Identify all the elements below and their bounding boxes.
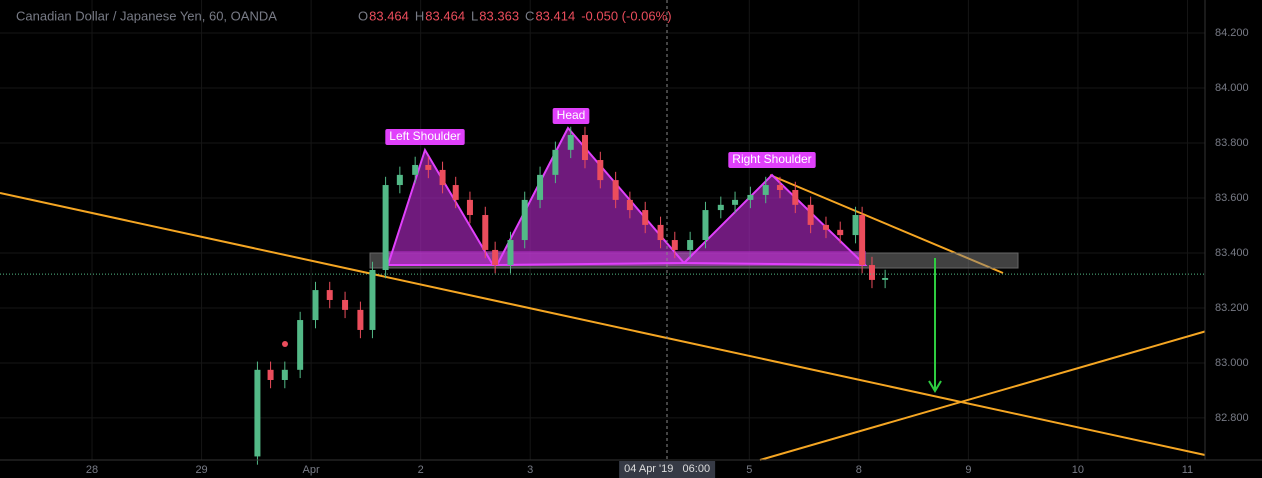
x-tick-label: 3 — [527, 464, 533, 476]
head-shape — [495, 126, 687, 267]
candle-body — [326, 290, 333, 300]
pattern-label-box — [728, 152, 816, 168]
trend-line — [759, 329, 1211, 461]
ohlc-key: L — [471, 8, 478, 23]
candle-body — [521, 199, 528, 241]
candle-body — [482, 215, 489, 250]
candle-body — [792, 189, 799, 205]
pattern-label: Right Shoulder — [732, 152, 811, 166]
symbol-title: Canadian Dollar / Japanese Yen, 60, OAND… — [16, 8, 277, 23]
arrow-head — [928, 380, 942, 393]
ohlc-value: 83.464 — [425, 8, 465, 23]
ohlc-value: 83.363 — [479, 8, 519, 23]
candles — [254, 126, 889, 465]
x-tick-label: 28 — [86, 464, 98, 476]
candle-body — [747, 194, 754, 200]
x-tick-label: 9 — [965, 464, 971, 476]
grid — [0, 0, 1205, 460]
candle-body — [657, 224, 664, 241]
candle-body — [425, 164, 432, 170]
ohlc-key: H — [415, 8, 424, 23]
candle-body — [671, 240, 678, 250]
y-tick-label: 82.800 — [1215, 412, 1249, 424]
candle-body — [859, 215, 866, 266]
x-tick-label: 5 — [746, 464, 752, 476]
pattern-label: Left Shoulder — [389, 129, 460, 143]
candle-body — [702, 210, 709, 241]
candle-body — [776, 185, 783, 190]
candle-body — [626, 199, 633, 211]
candle-body — [567, 135, 574, 150]
candle-body — [412, 164, 419, 175]
x-tick-label: 8 — [856, 464, 862, 476]
candle-body — [612, 180, 619, 200]
ohlc-key: O — [358, 8, 368, 23]
trend-line — [0, 192, 1206, 456]
x-tick-label: Apr — [303, 464, 320, 476]
y-tick-label: 83.800 — [1215, 137, 1249, 149]
candle-body — [297, 320, 304, 370]
y-tick-label: 83.400 — [1215, 247, 1249, 259]
pattern-label-box — [552, 108, 590, 124]
candle-body — [717, 204, 724, 211]
price-axis — [1205, 0, 1262, 478]
drawings — [0, 0, 1211, 461]
ohlc-key: C — [525, 8, 534, 23]
candle-body — [552, 149, 559, 175]
candle-body — [537, 174, 544, 200]
y-tick-label: 84.000 — [1215, 82, 1249, 94]
crosshair-time-box — [619, 461, 716, 478]
y-tick-label: 84.200 — [1215, 27, 1249, 39]
y-tick-label: 83.600 — [1215, 192, 1249, 204]
x-tick-label: 11 — [1182, 464, 1193, 476]
candle-body — [507, 240, 514, 266]
ohlc-value: 83.414 — [535, 8, 575, 23]
candle-body — [357, 309, 364, 330]
candle-body — [732, 199, 739, 205]
pattern-label-box — [385, 129, 465, 145]
candle-body — [597, 160, 604, 181]
candle-body — [452, 185, 459, 200]
candle-body — [466, 199, 473, 216]
left-shoulder-shape — [386, 147, 495, 266]
candle-body — [807, 204, 814, 225]
right-shoulder-shape — [681, 173, 868, 267]
candle-body — [267, 369, 274, 380]
candle-body — [581, 135, 588, 161]
candle-body — [642, 210, 649, 225]
candle-body — [281, 369, 288, 380]
candle-body — [868, 265, 875, 280]
candle-body — [852, 215, 859, 236]
y-tick-label: 83.200 — [1215, 302, 1249, 314]
y-tick-label: 83.000 — [1215, 357, 1249, 369]
change-value: -0.050 (-0.06%) — [581, 8, 671, 23]
candle-body — [254, 369, 261, 457]
crosshair-time-label: 04 Apr '19 06:00 — [624, 463, 710, 475]
candle-body — [492, 249, 499, 266]
candle-body — [882, 277, 889, 280]
ohlc-value: 83.464 — [369, 8, 409, 23]
candle-body — [382, 185, 389, 271]
candle-body — [439, 169, 446, 186]
candle-body — [312, 290, 319, 321]
candle-body — [342, 299, 349, 310]
candle-body — [762, 185, 769, 195]
pattern-label: Head — [557, 108, 586, 122]
candle-body — [822, 224, 829, 230]
candle-body — [369, 270, 376, 330]
x-tick-label: 2 — [418, 464, 424, 476]
marker — [282, 341, 288, 347]
candle-body — [396, 174, 403, 186]
candle-body — [837, 229, 844, 236]
x-tick-label: 29 — [195, 464, 207, 476]
candle-body — [687, 240, 694, 250]
x-tick-label: 10 — [1072, 464, 1084, 476]
